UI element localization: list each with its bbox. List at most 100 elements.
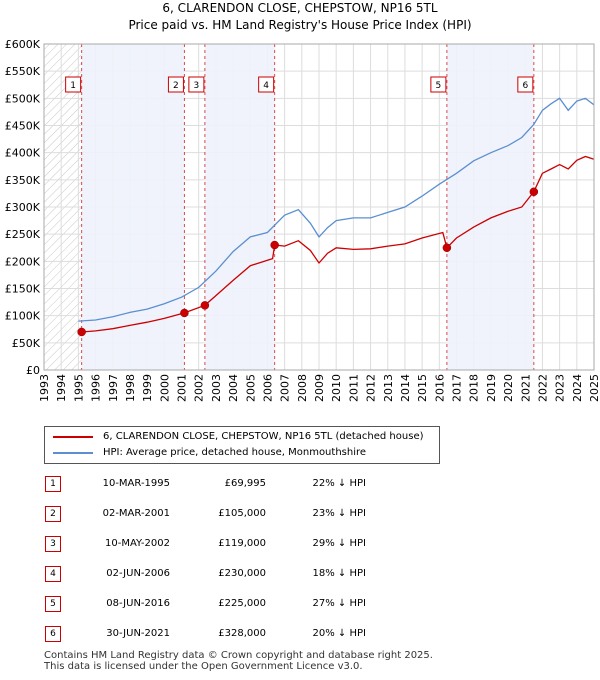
sale-row: 5 08-JUN-2016 £225,000 27% ↓ HPI [0,594,600,614]
sale-date: 08-JUN-2016 [106,598,170,609]
sale-hpi-diff: 23% ↓ HPI [312,508,366,519]
sale-number: 1 [45,476,61,492]
sale-row: 1 10-MAR-1995 £69,995 22% ↓ HPI [0,474,600,494]
x-tick-label: 2023 [554,374,567,402]
y-tick-label: £250K [5,228,41,241]
sale-row: 3 10-MAY-2002 £119,000 29% ↓ HPI [0,534,600,554]
y-tick-label: £50K [12,337,41,350]
sale-price: £119,000 [218,538,266,549]
sale-date: 02-JUN-2006 [106,568,170,579]
y-tick-label: £350K [5,174,41,187]
x-tick-label: 2002 [193,374,206,402]
x-tick-label: 1994 [55,374,68,402]
x-tick-label: 2005 [244,374,257,402]
chart-title: 6, CLARENDON CLOSE, CHEPSTOW, NP16 5TL [162,1,437,15]
x-tick-label: 2014 [399,374,412,402]
x-tick-label: 1997 [107,374,120,402]
x-tick-label: 2012 [365,374,378,402]
x-tick-label: 2011 [347,374,360,402]
sale-box-label-3: 3 [194,81,200,91]
sale-price: £105,000 [218,508,266,519]
x-tick-label: 2020 [502,374,515,402]
sale-number: 2 [45,506,61,522]
x-tick-label: 2013 [382,374,395,402]
x-tick-label: 1993 [38,374,51,402]
sale-price: £69,995 [224,478,266,489]
sale-box-5 [430,76,447,93]
sale-box-label-5: 5 [436,81,442,91]
sale-box-label-1: 1 [70,81,76,91]
footer-copyright: Contains HM Land Registry data © Crown c… [44,650,433,661]
legend-label-property: 6, CLARENDON CLOSE, CHEPSTOW, NP16 5TL (… [103,431,424,442]
sale-hpi-diff: 18% ↓ HPI [312,568,366,579]
sale-number: 4 [45,566,61,582]
y-tick-label: £200K [5,255,41,268]
x-tick-label: 2016 [433,374,446,402]
x-tick-label: 1999 [141,374,154,402]
x-tick-label: 1996 [90,374,103,402]
sale-box-3 [188,76,205,93]
sale-price: £328,000 [218,628,266,639]
series-property-line [81,155,595,333]
sale-row: 4 02-JUN-2006 £230,000 18% ↓ HPI [0,564,600,584]
sale-hpi-diff: 27% ↓ HPI [312,598,366,609]
y-tick-label: £150K [5,283,41,296]
sale-box-label-2: 2 [173,81,179,91]
x-tick-label: 2009 [313,374,326,402]
y-tick-label: £300K [5,201,41,214]
sale-price: £230,000 [218,568,266,579]
x-tick-label: 2018 [468,374,481,402]
sale-hpi-diff: 20% ↓ HPI [312,628,366,639]
legend-label-hpi: HPI: Average price, detached house, Monm… [103,447,367,458]
x-tick-label: 2003 [210,374,223,402]
x-tick-label: 2022 [536,374,549,402]
sale-box-6 [517,76,534,93]
x-tick-label: 2019 [485,374,498,402]
series-hpi-line [78,97,595,322]
x-tick-label: 2006 [261,374,274,402]
sale-box-label-6: 6 [522,81,528,91]
x-tick-label: 2025 [588,374,600,402]
sale-box-label-4: 4 [263,81,269,91]
sale-point-3 [200,301,210,310]
x-tick-label: 2010 [330,374,343,402]
x-tick-label: 2001 [176,374,189,402]
legend-swatch-hpi [53,452,93,454]
x-tick-label: 1998 [124,374,137,402]
ownership-band [446,44,534,370]
sale-row: 2 02-MAR-2001 £105,000 23% ↓ HPI [0,504,600,524]
x-tick-label: 2008 [296,374,309,402]
y-tick-label: £0 [26,364,40,377]
sale-hpi-diff: 29% ↓ HPI [312,538,366,549]
x-tick-label: 2024 [571,374,584,402]
y-tick-label: £100K [5,310,41,323]
chart-legend: 6, CLARENDON CLOSE, CHEPSTOW, NP16 5TL (… [44,426,440,464]
sale-date: 30-JUN-2021 [106,628,170,639]
sale-date: 02-MAR-2001 [102,508,170,519]
sale-date: 10-MAY-2002 [104,538,170,549]
sale-box-1 [65,76,82,93]
sale-hpi-diff: 22% ↓ HPI [312,478,366,489]
chart-subtitle: Price paid vs. HM Land Registry's House … [128,18,471,32]
y-tick-label: £500K [5,92,41,105]
legend-swatch-property [53,436,93,438]
plot-frame [43,43,595,371]
sale-point-6 [529,187,539,197]
x-tick-label: 2007 [279,374,292,402]
y-tick-label: £600K [5,38,41,51]
sale-price: £225,000 [218,598,266,609]
sale-number: 6 [45,626,61,642]
y-tick-label: £550K [5,65,41,78]
x-tick-label: 2004 [227,374,240,402]
sale-point-2 [180,308,189,318]
sale-point-5 [442,243,452,252]
x-tick-label: 2021 [519,374,532,402]
y-tick-label: £450K [5,120,41,133]
y-tick-label: £400K [5,147,41,160]
x-tick-label: 2000 [158,374,171,402]
price-chart: 6, CLARENDON CLOSE, CHEPSTOW, NP16 5TL P… [5,1,600,402]
sale-point-1 [77,327,86,337]
sale-date: 10-MAR-1995 [102,478,170,489]
sale-point-4 [270,240,279,250]
sale-number: 3 [45,536,61,552]
